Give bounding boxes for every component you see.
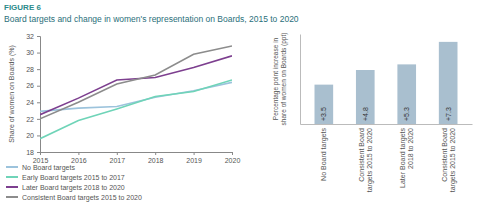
y-tick-mark: [37, 53, 40, 54]
legend-swatch: [6, 196, 18, 198]
bar-x-tick-label: Consistent Boardtargets 2015 to 2020: [358, 128, 374, 192]
bar-x-tick-label-line: Consistent Board: [441, 128, 448, 182]
bar-x-tick: Later Board targets2018 to 2020: [399, 124, 414, 188]
y-tick-label: 26: [26, 82, 34, 89]
legend-swatch: [6, 186, 18, 188]
bar-y-axis-title-line: Percentage point increase in: [272, 37, 280, 120]
plot-lines: [40, 46, 232, 139]
x-axis-line: [41, 153, 233, 156]
series-line: [40, 46, 232, 119]
bar-x-tick: Consistent Boardtargets 2015 to 2020: [358, 124, 374, 192]
y-tick: 28: [26, 66, 40, 73]
x-tick-mark: [155, 152, 156, 155]
bar-x-tick-label: Consistent Boardtargets 2015 to 2020: [441, 128, 457, 192]
bar-x-tick-label-line: targets 2015 to 2020: [449, 128, 457, 192]
x-tick-label: 2017: [110, 157, 126, 164]
x-tick-label: 2018: [148, 157, 164, 164]
bar-x-tick: Consistent Boardtargets 2015 to 2020: [441, 124, 457, 192]
x-axis: 2015 2016 2017 2018 2019 2020: [33, 152, 241, 164]
data-label: +5.3: [403, 107, 410, 121]
y-tick-label: 22: [26, 116, 34, 123]
bar-x-tick-label-line: targets 2015 to 2020: [366, 128, 374, 192]
x-tick-mark: [78, 152, 79, 155]
legend-swatch: [6, 176, 18, 178]
y-tick: 32: [26, 33, 40, 40]
bar-x-axis: No Board targetsConsistent Boardtargets …: [301, 124, 473, 192]
y-axis-title: Share of women on Boards (%): [8, 45, 16, 143]
y-tick: 24: [26, 99, 40, 106]
bar: [356, 70, 375, 124]
y-tick-mark: [37, 102, 40, 103]
bar-x-tick-label-line: 2018 to 2020: [407, 128, 414, 169]
bar-y-axis-line: [300, 35, 301, 125]
legend: No Board targets Early Board targets 2015…: [6, 164, 142, 202]
x-tick-label: 2020: [225, 157, 241, 164]
bar-y-axis-title-line: share of women on Boards (ppt): [280, 33, 288, 126]
y-tick-mark: [37, 152, 40, 153]
y-tick-label: 18: [26, 149, 34, 156]
x-tick: 2019: [186, 152, 202, 164]
bar-x-axis-line: [301, 124, 473, 125]
legend-label: No Board targets: [22, 164, 75, 172]
y-tick-mark: [37, 36, 40, 37]
bar-x-tick-label-line: Consistent Board: [358, 128, 365, 182]
x-tick-mark: [40, 152, 41, 155]
y-tick-mark: [37, 135, 40, 136]
bar-x-tick-label-line: No Board targets: [320, 128, 328, 181]
bar: [315, 85, 334, 124]
x-tick-label: 2019: [186, 157, 202, 164]
x-tick-mark: [232, 152, 233, 155]
legend-swatch: [6, 166, 18, 168]
bar: [439, 42, 458, 124]
legend-label: Early Board targets 2015 to 2017: [22, 174, 125, 182]
data-label: +4.8: [362, 107, 369, 121]
y-tick-label: 24: [26, 99, 34, 106]
series-line: [40, 80, 232, 139]
y-tick: 22: [26, 116, 40, 123]
x-tick-mark: [194, 152, 195, 155]
y-tick-label: 28: [26, 66, 34, 73]
figure-label: FIGURE 6: [4, 3, 41, 12]
y-tick: 30: [26, 49, 40, 56]
x-tick: 2018: [148, 152, 164, 164]
x-tick: 2015: [33, 152, 49, 164]
y-axis: 18 20 22 24 26 28 30 32: [26, 33, 40, 156]
bar: [397, 64, 416, 124]
bar-x-tick-label: No Board targets: [320, 128, 328, 181]
x-tick: 2017: [110, 152, 126, 164]
bar-x-tick: No Board targets: [320, 124, 328, 181]
legend-label: Consistent Board targets 2015 to 2020: [22, 194, 142, 202]
y-tick: 26: [26, 82, 40, 89]
y-tick-label: 30: [26, 49, 34, 56]
bars: [315, 42, 458, 124]
data-labels: +3.5 +4.8 +5.3 +7.3: [320, 107, 451, 121]
y-tick-mark: [37, 69, 40, 70]
x-tick-mark: [117, 152, 118, 155]
x-tick: 2020: [225, 152, 241, 164]
legend-label: Later Board targets 2018 to 2020: [22, 184, 125, 192]
y-tick-mark: [37, 86, 40, 87]
figure: FIGURE 6 Board targets and change in wome…: [0, 0, 480, 209]
y-tick: 20: [26, 132, 40, 139]
x-tick: 2016: [71, 152, 87, 164]
bar-x-tick-label-line: Later Board targets: [399, 128, 407, 188]
data-label: +7.3: [445, 107, 452, 121]
y-axis-line: [37, 37, 41, 153]
figure-title: Board targets and change in women's repr…: [4, 14, 299, 24]
data-label: +3.5: [320, 107, 327, 121]
y-tick-label: 32: [26, 33, 34, 40]
bar-y-axis: [300, 35, 301, 125]
y-tick-label: 20: [26, 132, 34, 139]
y-tick: 18: [26, 149, 40, 156]
y-tick-mark: [37, 119, 40, 120]
bar-y-axis-title: Percentage point increase inshare of wom…: [272, 33, 288, 126]
bar-x-tick-label: Later Board targets2018 to 2020: [399, 128, 414, 188]
